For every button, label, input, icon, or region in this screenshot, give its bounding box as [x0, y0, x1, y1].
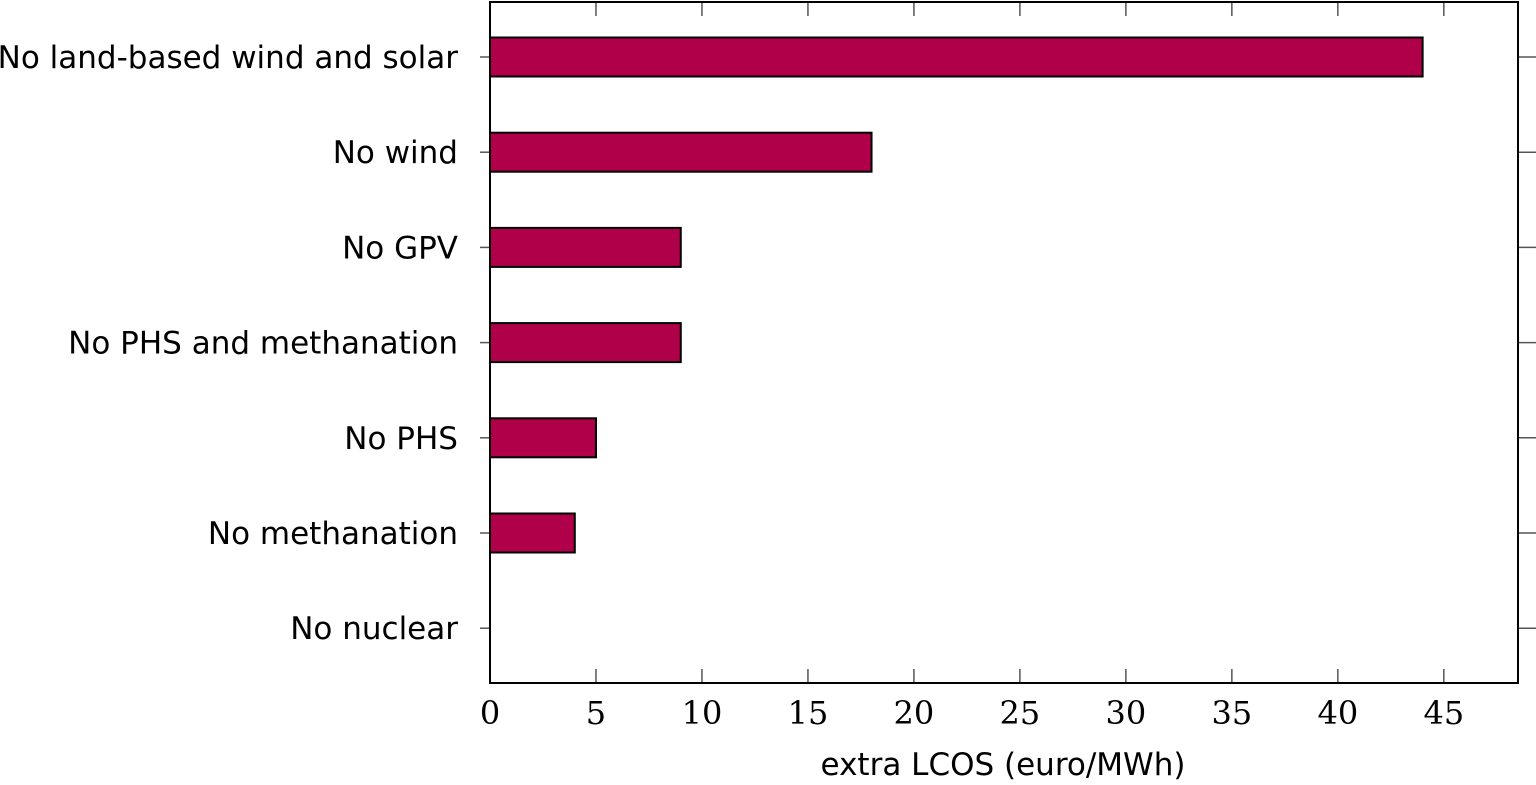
x-tick-label: 35 [1211, 694, 1252, 732]
category-label: No wind [333, 135, 458, 171]
labels-group: No land-based wind and solar No wind No GP… [0, 40, 1464, 732]
category-label: No PHS [344, 421, 458, 457]
ticks-group [480, 2, 1536, 683]
bar [489, 322, 682, 364]
category-label: No nuclear [290, 611, 458, 647]
bar [489, 131, 873, 173]
x-tick-label: 15 [788, 694, 829, 732]
category-label: No land-based wind and solar [0, 40, 458, 76]
x-tick-label: 10 [682, 694, 723, 732]
x-tick-label: 30 [1106, 694, 1147, 732]
x-axis-title: extra LCOS (euro/MWh) [821, 747, 1186, 783]
x-tick-label: 40 [1317, 694, 1358, 732]
bar [489, 226, 682, 268]
x-tick-label: 25 [1000, 694, 1041, 732]
x-tick-label: 20 [894, 694, 935, 732]
category-label: No PHS and methanation [68, 326, 458, 362]
bar [489, 417, 597, 459]
x-tick-label: 45 [1423, 694, 1464, 732]
x-tick-label: 0 [480, 694, 500, 732]
category-label: No methanation [208, 516, 458, 552]
bar [489, 512, 576, 554]
plot-frame [489, 1, 1519, 684]
bars-group [489, 36, 1424, 554]
bar [489, 36, 1424, 78]
category-label: No GPV [342, 230, 458, 266]
x-tick-label: 5 [586, 694, 606, 732]
